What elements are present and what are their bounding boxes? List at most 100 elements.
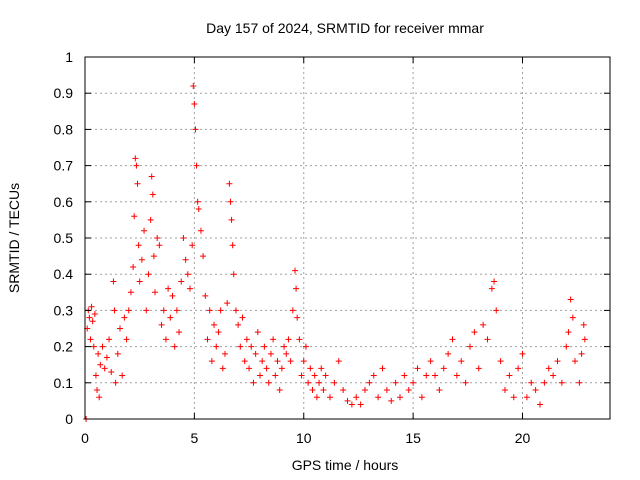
- x-tick-label: 5: [190, 430, 198, 446]
- data-point: [259, 358, 266, 365]
- data-point: [114, 350, 121, 357]
- data-point: [401, 372, 408, 379]
- data-point: [462, 379, 469, 386]
- data-point: [322, 372, 329, 379]
- data-point: [298, 372, 305, 379]
- data-point: [270, 336, 277, 343]
- data-point: [418, 394, 425, 401]
- data-point: [184, 271, 191, 278]
- x-tick-label: 10: [296, 430, 312, 446]
- data-point: [366, 379, 373, 386]
- y-tick-label: 0.6: [54, 194, 74, 210]
- data-point: [572, 358, 578, 365]
- data-point: [532, 387, 539, 394]
- data-point: [257, 372, 263, 379]
- x-tick-label: 0: [81, 430, 89, 446]
- data-point: [309, 387, 316, 394]
- data-point: [111, 307, 118, 314]
- data-point: [160, 307, 167, 314]
- data-point: [173, 307, 180, 314]
- data-point: [241, 358, 248, 365]
- data-point: [121, 314, 128, 321]
- data-point: [357, 401, 364, 408]
- data-point: [569, 314, 576, 321]
- data-point: [162, 336, 169, 343]
- data-point: [224, 300, 231, 307]
- data-point: [276, 387, 283, 394]
- data-point: [138, 256, 145, 263]
- data-point: [458, 358, 465, 365]
- x-axis-ticks: 0 5 10 15 20: [81, 57, 530, 446]
- data-point: [274, 358, 281, 365]
- data-point: [300, 358, 307, 365]
- data-point: [340, 387, 347, 394]
- data-point: [154, 235, 161, 241]
- data-point: [123, 336, 130, 343]
- data-point: [88, 303, 95, 310]
- data-point: [248, 343, 255, 350]
- data-point: [96, 394, 103, 401]
- data-point: [440, 365, 447, 372]
- data-point: [475, 365, 482, 372]
- data-point: [281, 343, 288, 350]
- data-point: [383, 387, 390, 394]
- data-point: [292, 267, 298, 274]
- data-point: [189, 242, 196, 249]
- data-point: [344, 397, 351, 404]
- data-point: [294, 314, 301, 321]
- data-point: [230, 271, 237, 278]
- data-point: [165, 285, 172, 292]
- data-point: [265, 379, 272, 386]
- data-point: [227, 198, 234, 205]
- data-point: [149, 191, 156, 198]
- y-tick-label: 0.9: [54, 85, 74, 101]
- y-axis-label: SRMTID / TECUs: [6, 183, 22, 293]
- data-point: [217, 307, 224, 314]
- data-point: [180, 235, 187, 241]
- y-tick-label: 0.3: [54, 302, 74, 318]
- y-tick-label: 0: [65, 411, 73, 427]
- data-point: [191, 101, 198, 108]
- data-point: [193, 162, 200, 169]
- data-point: [213, 343, 220, 350]
- data-point: [278, 365, 285, 372]
- data-point: [261, 343, 268, 350]
- scatter-points: [83, 82, 588, 422]
- data-point: [222, 350, 228, 357]
- x-tick-label: 20: [515, 430, 531, 446]
- data-point: [235, 321, 242, 328]
- data-point: [178, 278, 185, 285]
- data-point: [99, 343, 106, 350]
- data-point: [558, 379, 565, 386]
- data-point: [427, 358, 434, 365]
- data-point: [192, 126, 199, 133]
- data-point: [362, 387, 368, 394]
- data-point: [141, 227, 148, 234]
- data-point: [131, 213, 138, 220]
- data-point: [150, 253, 157, 260]
- data-point: [117, 325, 123, 332]
- data-point: [484, 336, 491, 343]
- data-point: [263, 365, 270, 372]
- data-point: [132, 155, 139, 162]
- data-point: [491, 278, 498, 285]
- data-point: [563, 343, 570, 350]
- data-point: [229, 242, 236, 249]
- data-point: [95, 350, 102, 357]
- data-point: [202, 292, 209, 299]
- data-point: [91, 311, 98, 318]
- data-point: [237, 343, 244, 350]
- data-point: [289, 307, 296, 314]
- data-point: [127, 289, 134, 296]
- data-point: [250, 379, 257, 386]
- data-point: [252, 350, 259, 357]
- data-point: [348, 401, 355, 408]
- data-point: [471, 329, 478, 336]
- data-point: [267, 350, 274, 357]
- y-tick-label: 1: [65, 49, 73, 65]
- data-point: [90, 343, 97, 350]
- data-point: [488, 285, 495, 292]
- data-point: [327, 394, 333, 401]
- data-point: [208, 358, 215, 365]
